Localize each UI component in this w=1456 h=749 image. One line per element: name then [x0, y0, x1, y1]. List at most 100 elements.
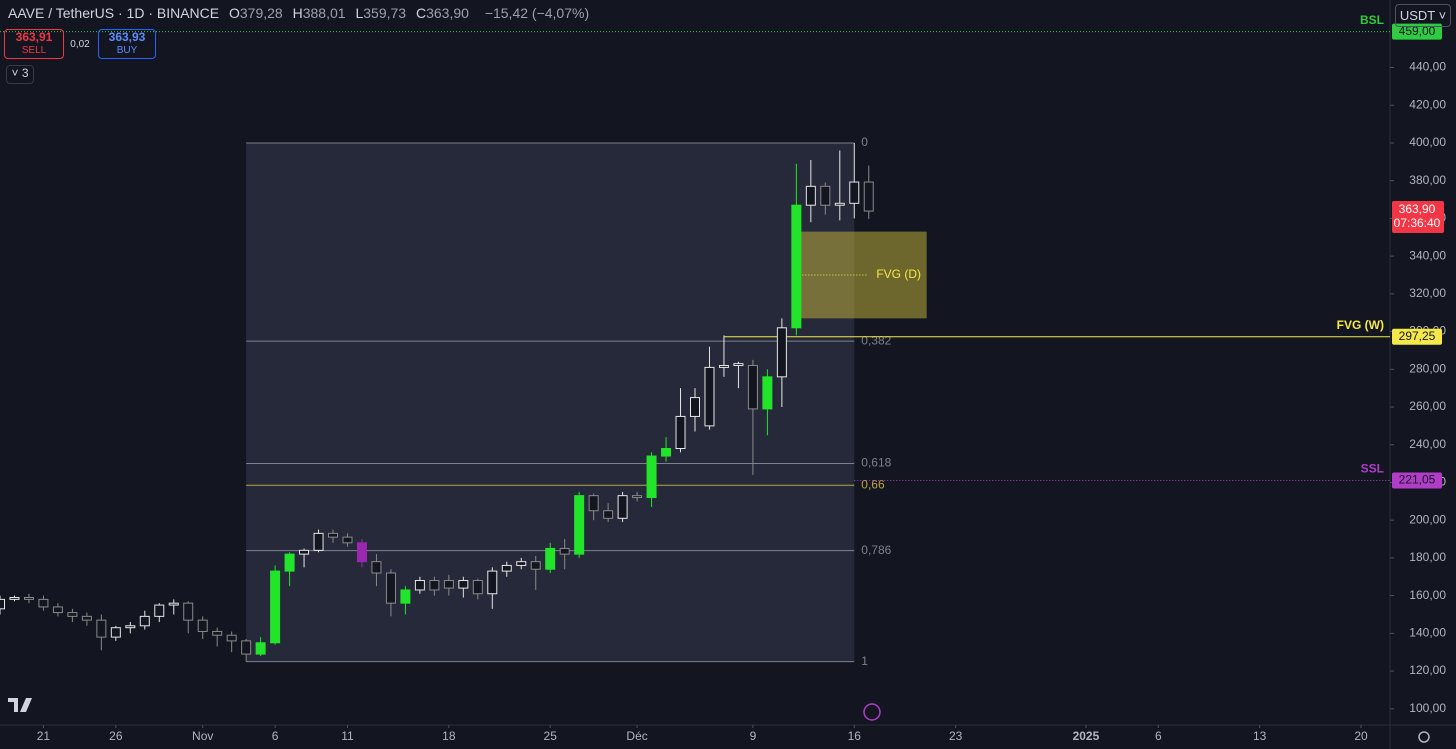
ohlc-key: C [415, 5, 427, 21]
candle-body [718, 365, 729, 368]
y-tick-label: 320,00 [1409, 286, 1446, 300]
x-tick-label: Nov [192, 729, 213, 743]
fvg-label: FVG (D) [876, 267, 921, 281]
x-tick-label: 25 [544, 729, 558, 743]
candle-body [733, 363, 744, 367]
candle-body [110, 627, 121, 638]
candle-body [9, 597, 20, 600]
level-name: BSL [1360, 13, 1384, 27]
candle-body [270, 570, 281, 644]
x-tick-label: 18 [442, 729, 456, 743]
y-tick-label: 280,00 [1409, 361, 1446, 375]
settings-icon [1418, 731, 1430, 743]
ohlc-key: H [292, 5, 303, 21]
x-tick-label: 2025 [1073, 729, 1100, 743]
candle-body [241, 640, 252, 655]
candle-body [385, 572, 396, 604]
level-label: 297,25 [1399, 329, 1436, 343]
y-tick-label: 180,00 [1409, 550, 1446, 564]
ohlc-value: 363,90 [426, 5, 469, 21]
fib-label: 0,786 [861, 543, 891, 557]
x-tick-label: 16 [848, 729, 862, 743]
y-tick-label: 400,00 [1409, 135, 1446, 149]
y-tick-label: 100,00 [1409, 701, 1446, 715]
ohlc-value: 379,28 [239, 5, 283, 21]
last-price-box [1392, 201, 1444, 234]
y-tick-label: 200,00 [1409, 512, 1446, 526]
ohlc-key: O [229, 5, 240, 21]
candle-body [328, 532, 339, 538]
candle-body [863, 181, 874, 212]
y-tick-label: 140,00 [1409, 626, 1446, 640]
candle-body [603, 510, 614, 519]
ohlc-value: 388,01 [302, 5, 346, 21]
candle-body [183, 602, 194, 621]
x-tick-label: 21 [37, 729, 51, 743]
candle-body [501, 564, 512, 572]
sell-label: SELL [21, 45, 47, 56]
candle-body [67, 612, 78, 617]
x-tick-label: 13 [1253, 729, 1267, 743]
symbol[interactable]: AAVE / TetherUS · 1D · BINANCE [8, 5, 220, 21]
indicator-count: 3 [21, 66, 29, 80]
candle-body [559, 547, 570, 555]
candle-body [646, 455, 657, 499]
candle-body [632, 495, 643, 499]
candle-body [284, 553, 295, 572]
candle-body [371, 561, 382, 574]
candle-body [487, 570, 498, 595]
x-tick-label: 26 [109, 729, 123, 743]
y-tick-label: 340,00 [1409, 248, 1446, 262]
y-tick-label: 260,00 [1409, 399, 1446, 413]
fib-label: 0,618 [861, 456, 891, 470]
candle-body [414, 580, 425, 591]
fib-label: 0 [861, 135, 868, 149]
level-label: 221,05 [1399, 473, 1436, 487]
ohlc: O379,28 H388,01 L359,73 C363,90 [229, 5, 479, 21]
candle-body [212, 630, 223, 636]
candle-body [356, 542, 367, 563]
candle-body [776, 327, 787, 378]
candle-body [81, 615, 92, 621]
candle-body [139, 615, 150, 627]
candle-body [516, 561, 527, 566]
buy-price: 363,93 [108, 30, 146, 44]
x-tick-label: 6 [272, 729, 279, 743]
candle-body [313, 532, 324, 551]
level-box [1392, 328, 1442, 345]
fib-label: 0,382 [861, 333, 891, 347]
y-tick-label: 420,00 [1409, 97, 1446, 111]
candle-body [125, 625, 136, 629]
candle-body [675, 415, 686, 450]
y-tick-label: 380,00 [1409, 173, 1446, 187]
level-name: SSL [1361, 462, 1384, 476]
buy-button[interactable]: 363,93 BUY [98, 29, 156, 59]
candle-body [443, 580, 454, 589]
candle-body [820, 185, 831, 206]
candle-body [545, 547, 556, 570]
ohlc-key: L [355, 5, 364, 21]
y-tick-label: 160,00 [1409, 588, 1446, 602]
x-tick-label: 11 [341, 729, 354, 743]
ohlc-value: 359,73 [363, 5, 407, 21]
candle-body [472, 580, 483, 595]
candle-body [429, 580, 440, 591]
currency-button[interactable]: USDT ˅ [1395, 4, 1451, 27]
candle-body [52, 606, 63, 614]
candle-body [704, 366, 715, 427]
y-tick-label: 240,00 [1409, 437, 1446, 451]
candle-body [342, 536, 353, 544]
candle-body [96, 619, 107, 638]
candle-body [805, 185, 816, 206]
alert-icon [863, 703, 881, 721]
x-tick-label: 6 [1155, 729, 1162, 743]
x-tick-label: Déc [626, 729, 647, 743]
sell-button[interactable]: 363,91 SELL [4, 29, 64, 59]
candle-body [530, 561, 541, 570]
candle-body [0, 598, 5, 610]
candle-body [762, 376, 773, 410]
indicator-toggle[interactable]: ˅ 3 [6, 65, 34, 84]
candle-body [661, 448, 672, 457]
candle-body [400, 589, 411, 604]
